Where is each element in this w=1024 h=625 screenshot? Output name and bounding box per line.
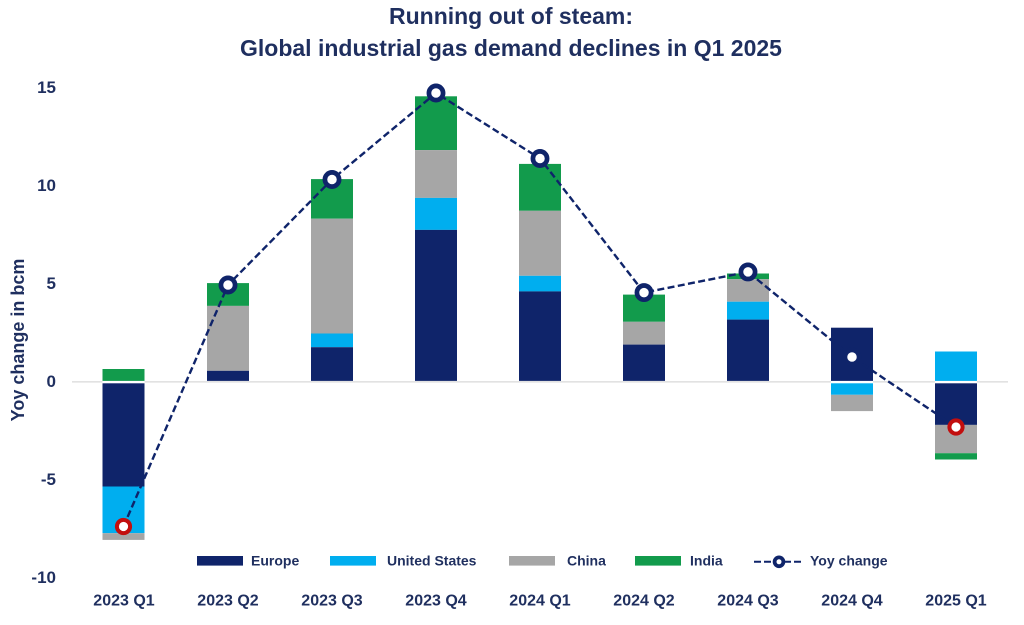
svg-text:United States: United States <box>387 553 477 569</box>
svg-text:10: 10 <box>37 176 56 195</box>
svg-text:-5: -5 <box>41 470 56 489</box>
svg-text:2023 Q1: 2023 Q1 <box>93 593 154 610</box>
svg-text:Europe: Europe <box>251 553 299 569</box>
svg-text:Running out of steam:: Running out of steam: <box>389 3 633 29</box>
svg-text:5: 5 <box>47 274 56 293</box>
svg-text:2024 Q4: 2024 Q4 <box>821 593 882 610</box>
svg-text:2023 Q2: 2023 Q2 <box>197 593 258 610</box>
svg-text:-10: -10 <box>31 568 56 587</box>
svg-text:India: India <box>690 553 723 569</box>
svg-text:Yoy change in bcm: Yoy change in bcm <box>8 259 28 422</box>
svg-text:Yoy change: Yoy change <box>810 553 888 569</box>
svg-text:2025 Q1: 2025 Q1 <box>925 593 986 610</box>
svg-text:2023 Q3: 2023 Q3 <box>301 593 362 610</box>
svg-text:2024 Q2: 2024 Q2 <box>613 593 674 610</box>
svg-text:0: 0 <box>47 372 56 391</box>
svg-text:2024 Q3: 2024 Q3 <box>717 593 778 610</box>
svg-text:China: China <box>567 553 606 569</box>
svg-text:2023 Q4: 2023 Q4 <box>405 593 466 610</box>
svg-text:Global industrial gas demand d: Global industrial gas demand declines in… <box>240 35 782 61</box>
svg-text:2024 Q1: 2024 Q1 <box>509 593 570 610</box>
svg-text:15: 15 <box>37 78 56 97</box>
